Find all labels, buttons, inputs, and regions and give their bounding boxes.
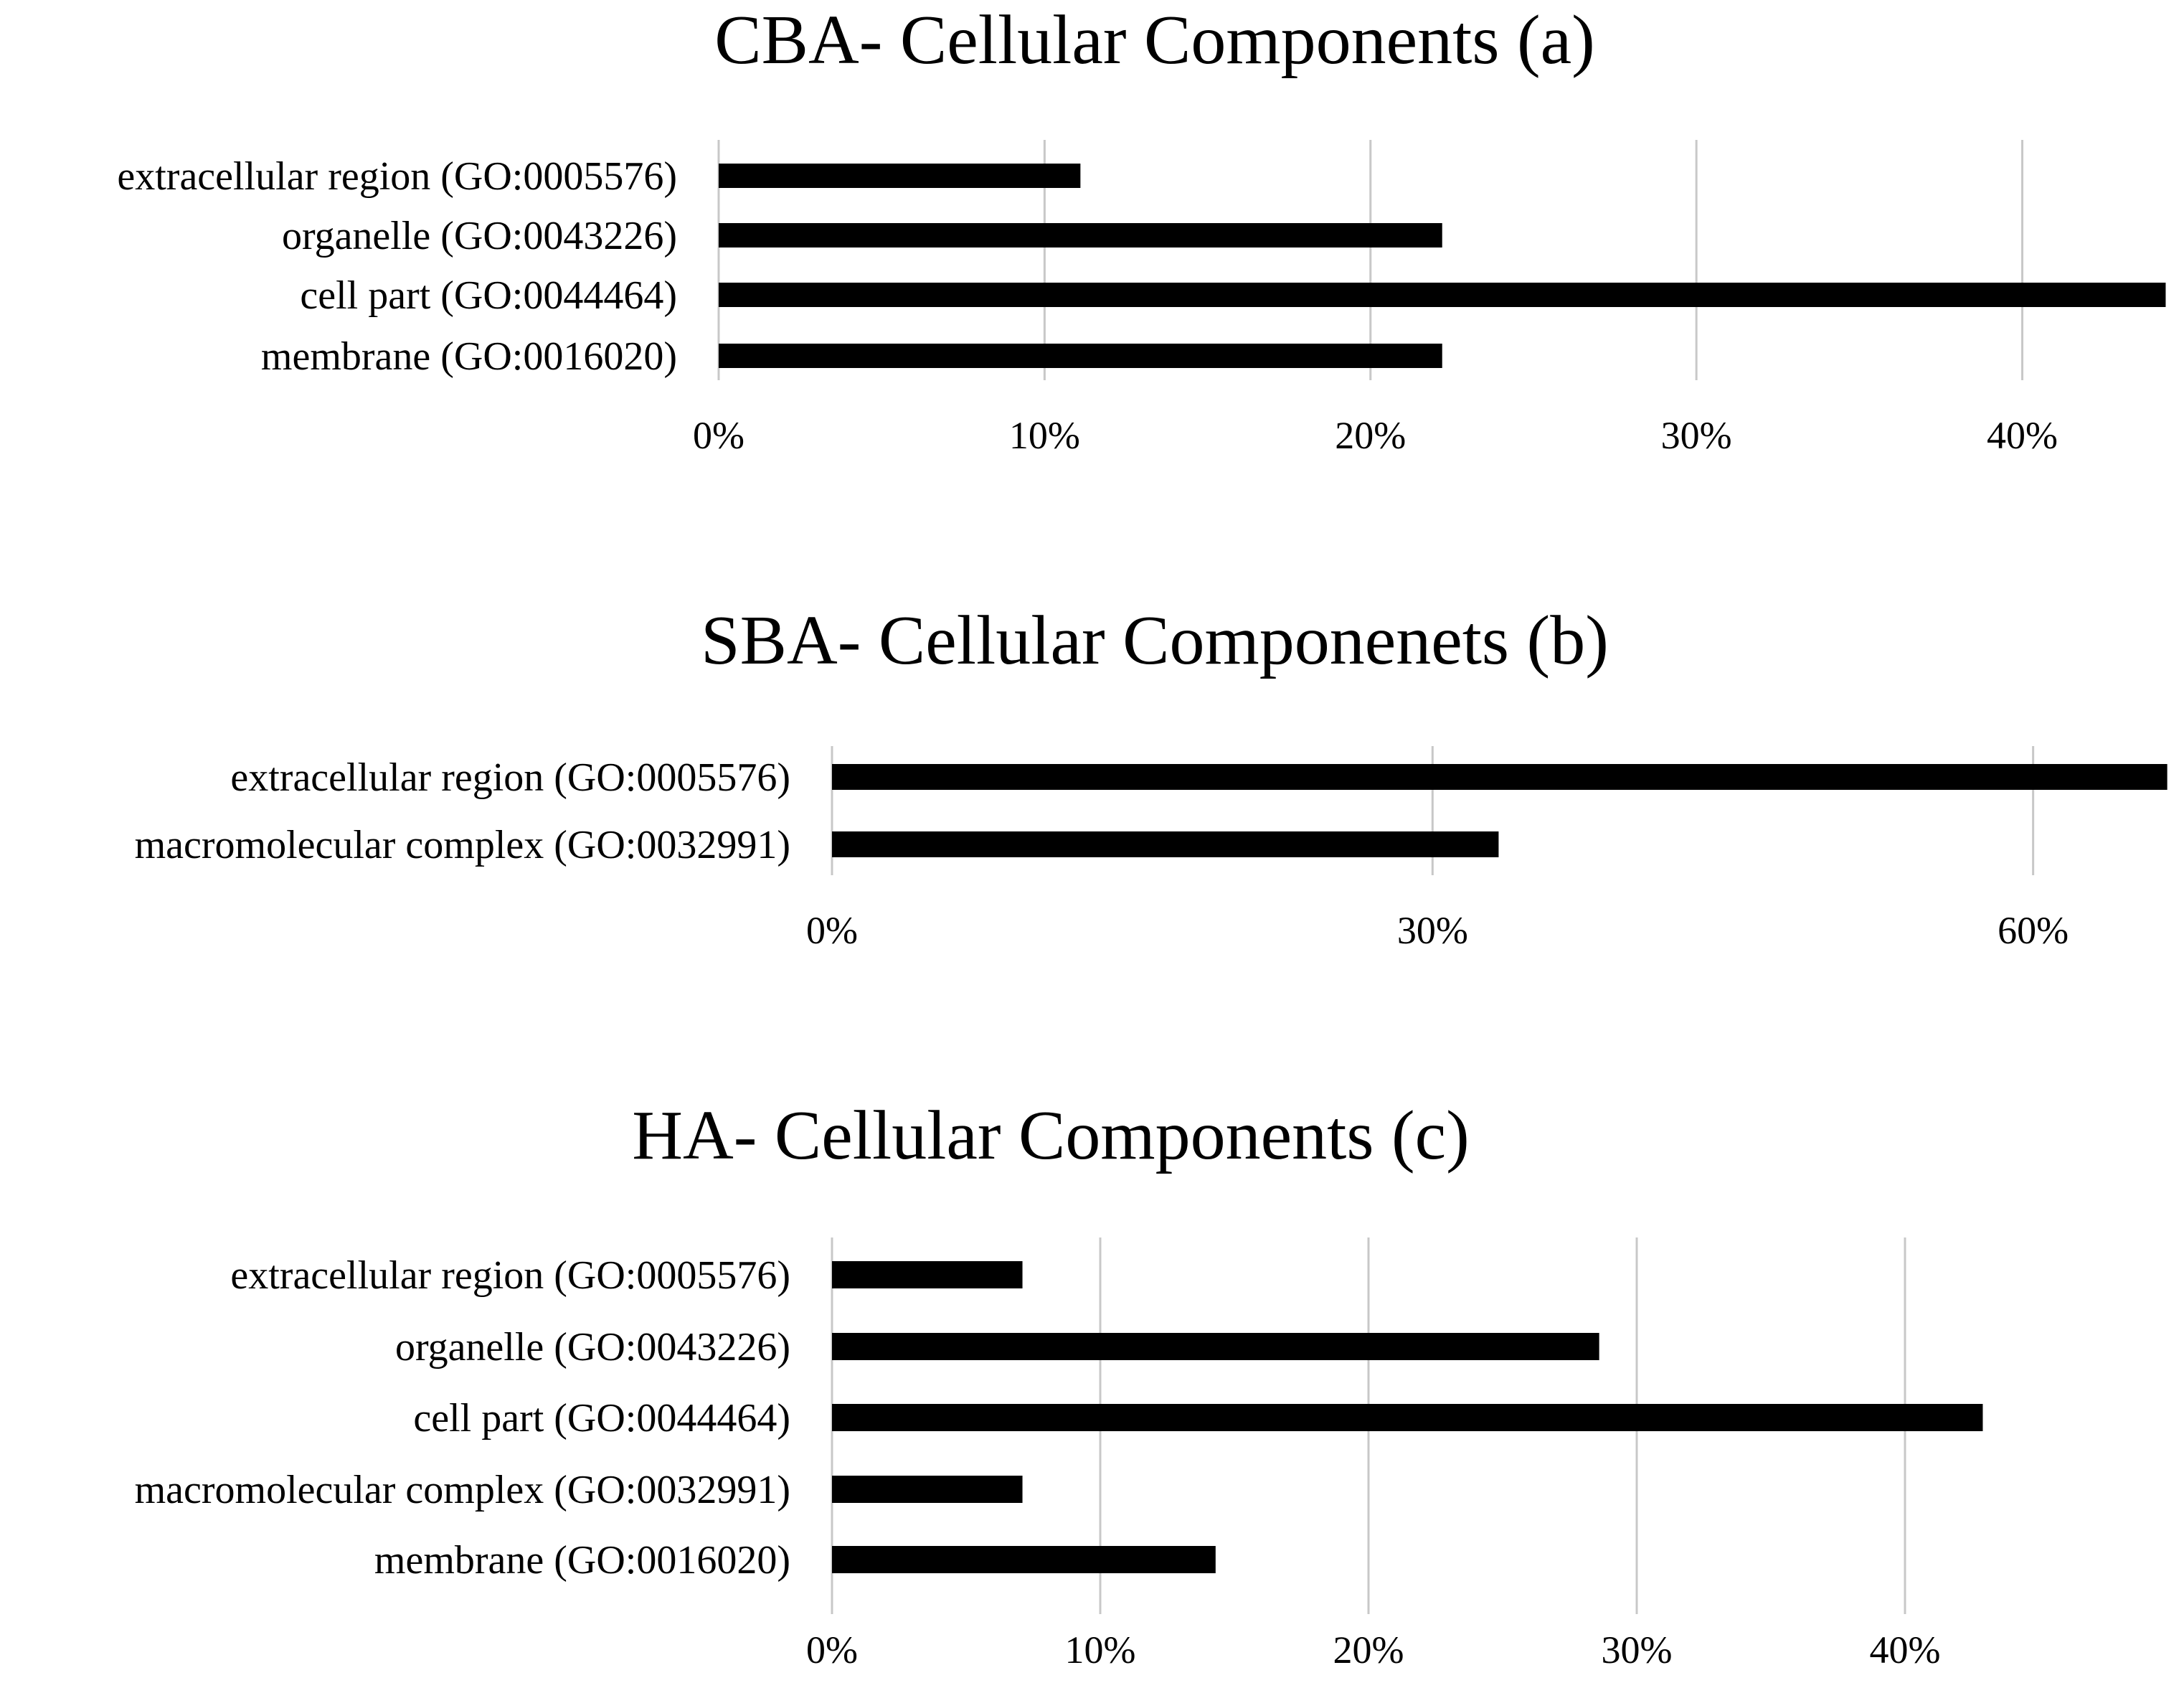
tick-label: 0% bbox=[806, 1628, 858, 1672]
category-label: extracellular region (GO:0005576) bbox=[230, 1253, 790, 1298]
bar bbox=[832, 1333, 1599, 1360]
bar bbox=[719, 223, 1442, 247]
tick-label: 10% bbox=[1065, 1628, 1136, 1672]
bar bbox=[832, 1546, 1216, 1573]
bar bbox=[832, 831, 1499, 857]
tick-label: 60% bbox=[1998, 909, 2069, 952]
chart-panel-a: CBA- Cellular Components (a) extracellul… bbox=[117, 1, 2166, 457]
category-label: extracellular region (GO:0005576) bbox=[230, 755, 790, 800]
tick-label: 40% bbox=[1870, 1628, 1941, 1672]
bar bbox=[719, 164, 1081, 188]
tick-label: 30% bbox=[1661, 414, 1732, 457]
chart-title-c: HA- Cellular Components (c) bbox=[632, 1097, 1470, 1174]
bar bbox=[832, 1404, 1983, 1431]
bar bbox=[832, 1476, 1023, 1503]
category-label: extracellular region (GO:0005576) bbox=[117, 154, 677, 199]
category-label: organelle (GO:0043226) bbox=[282, 214, 677, 258]
tick-label: 40% bbox=[1987, 414, 2058, 457]
bar bbox=[719, 344, 1442, 368]
tick-label: 30% bbox=[1397, 909, 1468, 952]
tick-label: 20% bbox=[1333, 1628, 1404, 1672]
category-label: membrane (GO:0016020) bbox=[374, 1538, 790, 1583]
category-label: membrane (GO:0016020) bbox=[261, 334, 677, 379]
chart-title-b: SBA- Cellular Componenets (b) bbox=[701, 602, 1609, 679]
category-label: macromolecular complex (GO:0032991) bbox=[135, 823, 790, 867]
tick-label: 0% bbox=[693, 414, 744, 457]
category-label: cell part (GO:0044464) bbox=[413, 1396, 790, 1441]
tick-label: 30% bbox=[1602, 1628, 1673, 1672]
tick-label: 10% bbox=[1009, 414, 1080, 457]
category-label: macromolecular complex (GO:0032991) bbox=[135, 1468, 790, 1512]
tick-label: 0% bbox=[806, 909, 858, 952]
bar bbox=[719, 283, 2166, 307]
chart-title-a: CBA- Cellular Components (a) bbox=[714, 1, 1595, 79]
chart-panel-c: HA- Cellular Components (c) extracellula… bbox=[135, 1097, 1983, 1672]
chart-panel-b: SBA- Cellular Componenets (b) extracellu… bbox=[135, 602, 2168, 952]
category-label: organelle (GO:0043226) bbox=[395, 1325, 790, 1369]
bar bbox=[832, 764, 2168, 790]
bar bbox=[832, 1261, 1023, 1288]
category-label: cell part (GO:0044464) bbox=[300, 273, 677, 318]
tick-label: 20% bbox=[1335, 414, 1406, 457]
